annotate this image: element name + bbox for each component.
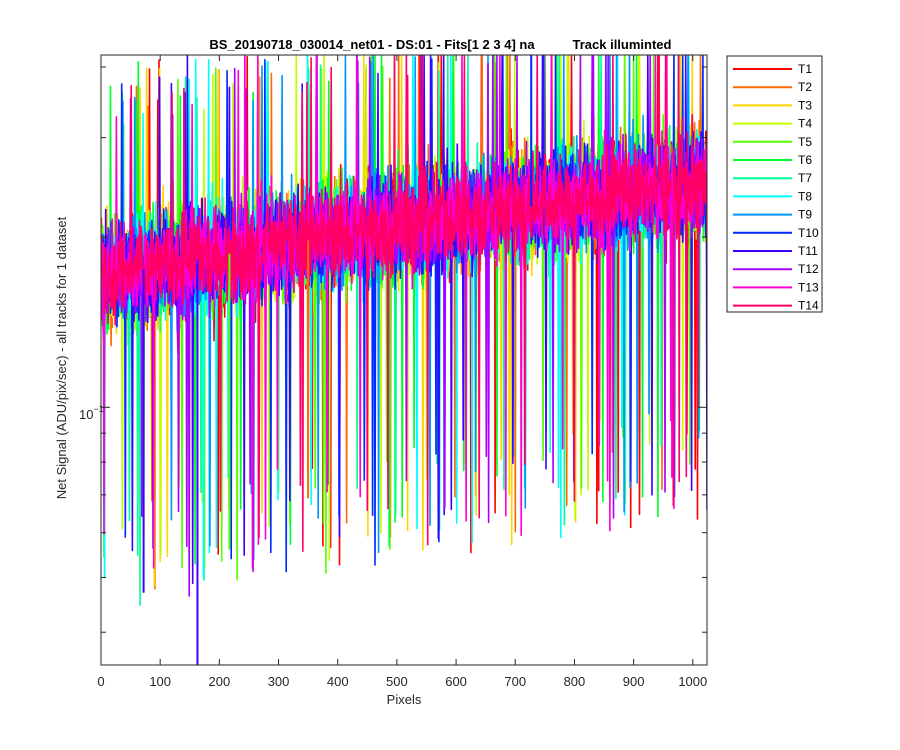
spike-layer (142, 55, 674, 665)
series-line-t14 (101, 55, 707, 552)
y-tick-label: 10−1 (79, 404, 104, 422)
legend-label: T14 (798, 299, 819, 313)
legend-item-t2[interactable]: T2 (733, 80, 812, 94)
y-axis-label: Net Signal (ADU/pix/sec) - all tracks fo… (54, 216, 69, 499)
legend-label: T3 (798, 98, 812, 112)
x-axis: 0 100 200 300 400 500 600 700 800 900 1000 (97, 55, 707, 689)
chart-title: BS_20190718_030014_net01 - DS:01 - Fits[… (209, 37, 535, 52)
legend-label: T12 (798, 262, 819, 276)
legend[interactable]: T1 T2 T3 T4 T5 T6 T7 T8 T9 T10 T11 T12 T13 T14 (726, 55, 823, 313)
x-axis-label: Pixels (387, 692, 422, 707)
legend-label: T1 (798, 62, 812, 76)
x-tick-label: 800 (564, 674, 586, 689)
x-tick-label: 900 (623, 674, 645, 689)
legend-item-t11[interactable]: T11 (733, 244, 818, 258)
x-tick-label: 1000 (678, 674, 707, 689)
x-tick-label: 300 (268, 674, 290, 689)
y-axis (101, 66, 707, 633)
legend-item-t7[interactable]: T7 (733, 171, 812, 185)
plot-frame (100, 54, 708, 666)
legend-label: T7 (798, 171, 812, 185)
legend-item-t5[interactable]: T5 (733, 135, 812, 149)
legend-label: T2 (798, 80, 812, 94)
legend-item-t14[interactable]: T14 (733, 299, 819, 313)
legend-label: T10 (798, 226, 819, 240)
x-tick-label: 0 (97, 674, 104, 689)
x-tick-label: 500 (386, 674, 408, 689)
x-tick-label: 600 (445, 674, 467, 689)
legend-item-t4[interactable]: T4 (733, 117, 812, 131)
legend-item-t6[interactable]: T6 (733, 153, 812, 167)
legend-item-t10[interactable]: T10 (733, 226, 819, 240)
x-tick-label: 200 (209, 674, 231, 689)
series-layer (101, 55, 707, 606)
legend-item-t12[interactable]: T12 (733, 262, 819, 276)
legend-label: T13 (798, 280, 819, 294)
legend-item-t8[interactable]: T8 (733, 189, 812, 203)
x-tick-label: 100 (149, 674, 171, 689)
x-tick-label: 700 (504, 674, 526, 689)
legend-label: T5 (798, 135, 812, 149)
legend-label: T8 (798, 189, 812, 203)
legend-item-t1[interactable]: T1 (733, 62, 812, 76)
legend-label: T4 (798, 117, 812, 131)
legend-label: T9 (798, 208, 812, 222)
legend-item-t13[interactable]: T13 (733, 280, 819, 294)
legend-item-t9[interactable]: T9 (733, 208, 812, 222)
x-tick-label: 400 (327, 674, 349, 689)
legend-label: T11 (798, 244, 818, 258)
legend-item-t3[interactable]: T3 (733, 98, 812, 112)
legend-label: T6 (798, 153, 812, 167)
chart-title-note: Track illuminted (573, 37, 672, 52)
